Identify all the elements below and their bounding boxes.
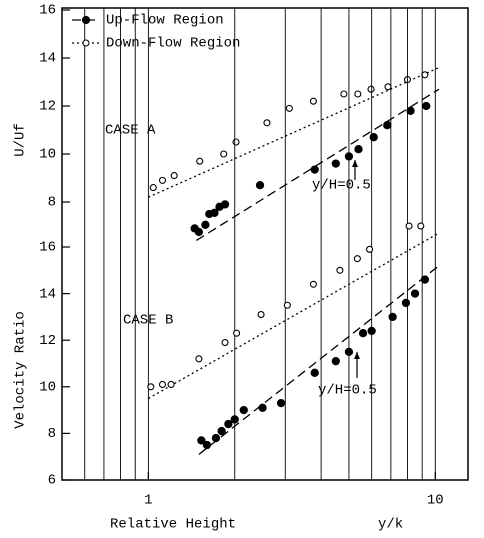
data-point [354,90,362,98]
data-point [401,298,411,308]
note: y/H=0.5 [318,383,377,399]
data-point [170,172,178,180]
y-axis-label: U/Uf [13,123,29,157]
data-point [367,85,375,93]
data-point [406,106,415,115]
data-point [233,329,241,337]
x-tick-label: 1 [144,493,152,509]
fit-line [148,67,440,198]
x-tick-label: 10 [427,493,444,509]
data-point [196,157,204,165]
data-point [344,347,354,356]
data-point [221,338,229,347]
y-tick-label: 16 [39,3,56,19]
data-point [255,181,265,190]
y-tick-label: 6 [48,473,56,489]
data-point [383,121,392,130]
data-point [276,398,286,408]
y-tick-label: 10 [39,380,56,396]
legend-marker [81,15,91,25]
y-tick-label: 14 [39,51,56,67]
legend-label: Down-Flow Region [106,36,240,52]
data-point [421,71,429,79]
data-point [309,280,317,288]
note: y/H=0.5 [312,178,371,194]
data-point [158,380,167,389]
legend-marker [82,39,90,47]
data-point [258,403,267,412]
data-point [220,200,230,209]
data-point [197,436,206,445]
data-point [194,227,204,237]
data-point [336,266,344,274]
legend-label: Up-Flow Region [106,13,224,29]
y-tick-label: 16 [39,240,56,256]
data-point [367,326,376,336]
data-point [217,426,226,436]
data-point [369,133,378,142]
data-point [388,312,397,322]
arrow-head [352,160,358,167]
data-point [239,405,248,415]
data-point [420,275,430,284]
data-point [149,184,157,192]
data-point [201,220,210,229]
data-point [353,255,361,263]
data-point [309,97,317,105]
data-point [405,222,413,230]
data-point [257,311,265,319]
x-axis-unit: y/k [378,517,403,533]
data-point [331,159,340,168]
y-tick-label: 8 [48,426,56,442]
data-point [354,145,363,154]
case-label: CASE B [123,313,173,329]
data-point [147,383,155,391]
data-point [310,368,319,377]
data-point [366,245,374,253]
data-point [158,176,167,184]
data-point [167,380,175,389]
y-tick-label: 14 [39,286,56,302]
fit-line [198,265,440,455]
data-point [410,289,420,298]
y-tick-label: 12 [39,99,56,115]
data-point [230,415,239,424]
y-axis-label: Velocity Ratio [13,311,29,429]
case-label: CASE A [105,123,156,139]
x-axis-label: Relative Height [110,517,236,533]
data-point [283,301,291,309]
data-point [263,119,271,127]
data-point [422,101,431,111]
data-point [202,440,212,450]
data-point [210,208,219,217]
data-point [340,90,348,98]
data-point [331,357,340,366]
data-point [285,104,293,112]
data-point [195,355,203,363]
y-tick-label: 12 [39,333,56,349]
fit-line [196,88,440,241]
data-point [211,433,221,443]
data-point [384,83,392,91]
fit-line [148,232,440,400]
data-point [232,138,240,146]
data-point [224,419,233,429]
y-tick-label: 8 [48,195,56,211]
data-point [417,222,425,230]
y-tick-label: 10 [39,147,56,163]
arrow-head [354,352,360,359]
data-point [220,150,228,158]
plot-frame [61,7,469,481]
data-point [310,165,319,174]
data-point [358,329,368,338]
